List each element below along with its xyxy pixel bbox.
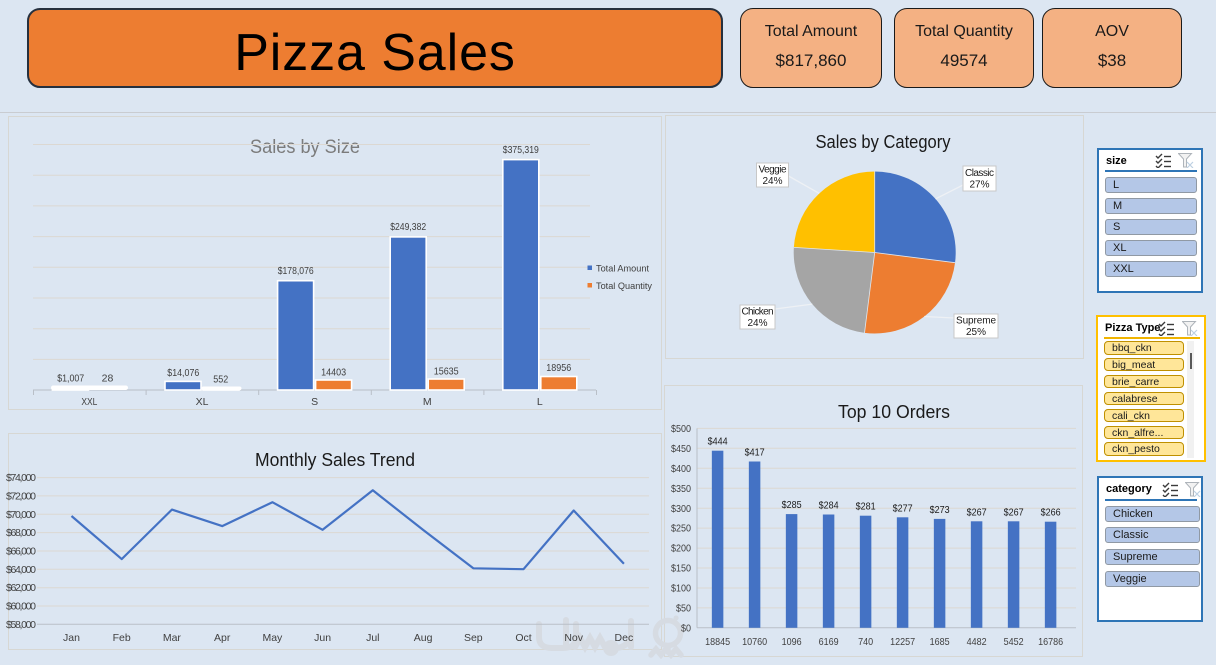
svg-text:XXL: XXL [81, 396, 97, 408]
svg-text:$350: $350 [671, 483, 691, 495]
svg-text:Top 10 Orders: Top 10 Orders [838, 401, 950, 422]
svg-text:$444: $444 [708, 436, 728, 448]
svg-text:Total Quantity: Total Quantity [596, 281, 652, 292]
svg-text:Chicken: Chicken [742, 307, 774, 318]
svg-text:$266: $266 [1041, 507, 1061, 519]
svg-text:Total Amount: Total Amount [596, 264, 649, 275]
svg-text:M: M [423, 396, 432, 408]
svg-text:1685: 1685 [930, 636, 950, 648]
svg-text:1096: 1096 [782, 636, 802, 648]
svg-text:Oct: Oct [515, 632, 531, 644]
svg-text:$450: $450 [671, 443, 691, 455]
svg-text:XL: XL [196, 396, 209, 408]
svg-text:Jan: Jan [63, 632, 80, 644]
svg-text:$285: $285 [782, 499, 802, 511]
svg-text:$400: $400 [671, 463, 691, 475]
svg-text:$50: $50 [676, 603, 691, 615]
svg-text:Sales by Size: Sales by Size [250, 136, 360, 158]
svg-text:Dec: Dec [615, 632, 634, 644]
svg-text:27%: 27% [969, 180, 989, 191]
svg-text:$1,007: $1,007 [57, 373, 84, 385]
svg-text:$58,000: $58,000 [6, 619, 36, 631]
svg-text:Mar: Mar [163, 632, 182, 644]
svg-text:4482: 4482 [967, 636, 987, 648]
svg-text:$66,000: $66,000 [6, 546, 36, 558]
svg-text:Sep: Sep [464, 632, 483, 644]
svg-text:Aug: Aug [414, 632, 433, 644]
svg-text:28: 28 [102, 373, 114, 385]
svg-text:Apr: Apr [214, 632, 231, 644]
svg-text:$267: $267 [1004, 506, 1024, 518]
svg-text:Jul: Jul [366, 632, 379, 644]
svg-text:15635: 15635 [434, 366, 459, 378]
svg-text:$74,000: $74,000 [6, 472, 36, 484]
svg-text:$60,000: $60,000 [6, 601, 36, 613]
svg-text:$417: $417 [745, 447, 765, 459]
svg-text:$64,000: $64,000 [6, 564, 36, 576]
svg-text:S: S [311, 396, 318, 408]
svg-text:$300: $300 [671, 503, 691, 515]
svg-text:5452: 5452 [1004, 636, 1024, 648]
svg-text:16786: 16786 [1038, 636, 1063, 648]
svg-text:$267: $267 [967, 506, 987, 518]
svg-text:$249,382: $249,382 [390, 221, 426, 233]
svg-text:Feb: Feb [113, 632, 131, 644]
svg-text:$277: $277 [893, 502, 913, 514]
svg-text:Nov: Nov [564, 632, 583, 644]
svg-text:Veggie: Veggie [759, 165, 787, 176]
svg-text:24%: 24% [762, 176, 782, 187]
svg-text:Supreme: Supreme [956, 316, 996, 327]
svg-text:Classic: Classic [965, 168, 994, 179]
svg-text:$62,000: $62,000 [6, 582, 36, 594]
svg-text:18845: 18845 [705, 636, 730, 648]
svg-text:$70,000: $70,000 [6, 509, 36, 521]
svg-text:$200: $200 [671, 543, 691, 555]
svg-text:L: L [537, 396, 543, 408]
svg-text:24%: 24% [747, 318, 767, 329]
svg-text:$0: $0 [681, 622, 691, 634]
svg-text:Sales by Category: Sales by Category [816, 131, 952, 152]
svg-text:$500: $500 [671, 423, 691, 435]
svg-text:12257: 12257 [890, 636, 915, 648]
svg-text:$250: $250 [671, 523, 691, 535]
svg-text:25%: 25% [966, 327, 986, 338]
svg-text:$375,319: $375,319 [503, 144, 539, 156]
svg-text:Monthly Sales Trend: Monthly Sales Trend [255, 449, 415, 470]
svg-text:Jun: Jun [314, 632, 331, 644]
svg-text:$100: $100 [671, 583, 691, 595]
svg-text:$14,076: $14,076 [167, 367, 199, 379]
svg-text:May: May [262, 632, 283, 644]
svg-text:552: 552 [213, 374, 228, 386]
svg-text:$281: $281 [856, 501, 876, 513]
svg-text:$178,076: $178,076 [278, 265, 314, 277]
svg-text:$284: $284 [819, 500, 839, 512]
svg-text:$72,000: $72,000 [6, 490, 36, 502]
svg-text:14403: 14403 [321, 367, 346, 379]
svg-text:10760: 10760 [742, 636, 767, 648]
svg-text:$68,000: $68,000 [6, 527, 36, 539]
svg-text:$150: $150 [671, 563, 691, 575]
svg-text:$273: $273 [930, 504, 950, 516]
svg-text:740: 740 [858, 636, 873, 648]
svg-text:18956: 18956 [546, 362, 571, 374]
svg-text:6169: 6169 [819, 636, 839, 648]
